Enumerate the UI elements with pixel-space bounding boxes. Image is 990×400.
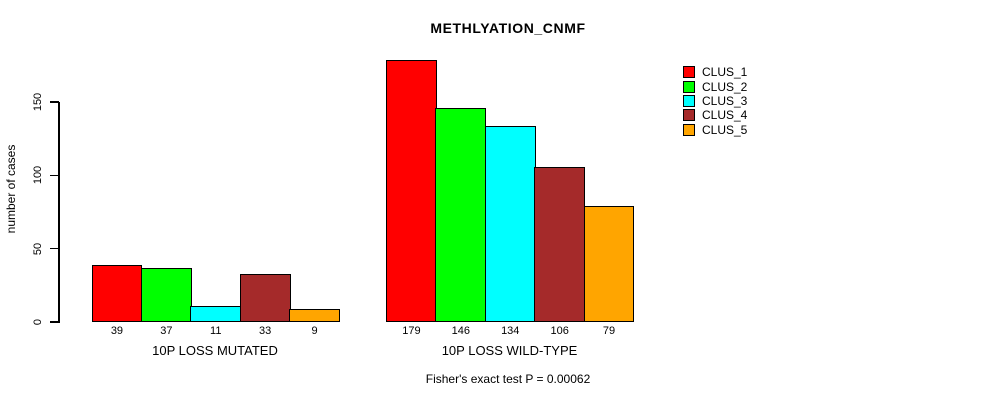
y-axis-tick (50, 247, 59, 250)
bar-value-label: 9 (311, 325, 318, 337)
y-axis-tick-label: 150 (32, 92, 44, 112)
y-axis-tick-label: 0 (32, 318, 44, 326)
y-axis-line (58, 102, 60, 323)
bar-value-label: 134 (501, 325, 520, 337)
bar-value-label: 37 (160, 325, 173, 337)
bar-clus_5-group1 (289, 308, 340, 322)
bar-clus_3-group1 (190, 305, 242, 322)
legend-label: CLUS_2 (702, 79, 748, 94)
bar-clus_1-group2 (386, 59, 437, 322)
y-axis-tick (50, 321, 59, 323)
legend-label: CLUS_1 (702, 65, 748, 80)
y-axis-tick (50, 174, 59, 177)
group-label-2: 10P LOSS WILD-TYPE (441, 343, 578, 358)
legend-item-clus_4: CLUS_4 (683, 108, 747, 122)
legend-item-clus_5: CLUS_5 (683, 123, 747, 137)
bar-value-label: 11 (210, 325, 222, 337)
bar-value-label: 39 (110, 325, 124, 337)
bar-clus_2-group1 (140, 267, 192, 322)
legend-item-clus_1: CLUS_1 (683, 65, 747, 79)
legend-item-clus_2: CLUS_2 (683, 79, 747, 93)
bar-clus_1-group1 (91, 264, 143, 322)
bar-clus_3-group2 (484, 125, 536, 322)
y-axis-tick (50, 101, 59, 103)
chart-title: METHLYATION_CNMF (430, 20, 586, 36)
bar-value-label: 179 (402, 325, 421, 337)
legend-swatch-icon (683, 66, 695, 79)
legend-swatch-icon (683, 109, 695, 122)
bar-clus_5-group2 (583, 206, 635, 322)
legend-item-clus_3: CLUS_3 (683, 94, 747, 108)
legend: CLUS_1 CLUS_2 CLUS_3 CLUS_4 CLUS_5 (683, 65, 747, 137)
annotation-fisher-test: Fisher's exact test P = 0.00062 (425, 372, 591, 386)
legend-swatch-icon (683, 80, 695, 93)
legend-swatch-icon (683, 123, 695, 136)
y-axis-label: number of cases (4, 144, 18, 234)
y-axis-tick-label: 100 (32, 166, 44, 185)
legend-label: CLUS_4 (702, 108, 748, 123)
bar-clus_4-group2 (534, 166, 586, 322)
group-label-1: 10P LOSS MUTATED (152, 343, 278, 358)
bar-value-label: 146 (451, 325, 471, 337)
bar-value-label: 33 (259, 325, 272, 337)
bar-clus_4-group1 (239, 273, 291, 322)
bar-value-label: 106 (550, 325, 569, 337)
legend-label: CLUS_3 (702, 93, 748, 108)
legend-swatch-icon (683, 94, 695, 107)
bar-clus_2-group2 (435, 107, 487, 322)
legend-label: CLUS_5 (702, 122, 748, 137)
y-axis-tick-label: 50 (32, 242, 44, 255)
bar-value-label: 79 (602, 325, 616, 337)
